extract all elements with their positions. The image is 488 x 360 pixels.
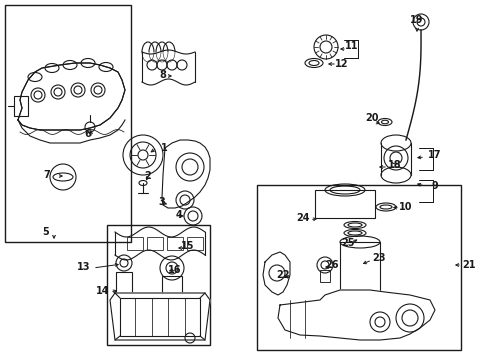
Text: 25: 25 xyxy=(341,238,354,248)
Text: 5: 5 xyxy=(42,227,49,237)
Text: 6: 6 xyxy=(84,129,91,139)
Text: 21: 21 xyxy=(461,260,475,270)
Text: 16: 16 xyxy=(168,265,182,275)
Text: 7: 7 xyxy=(43,170,50,180)
Text: 2: 2 xyxy=(144,171,151,181)
Polygon shape xyxy=(162,140,209,208)
Bar xyxy=(339,310,359,320)
Text: 14: 14 xyxy=(96,286,109,296)
Bar xyxy=(167,237,183,250)
Text: 26: 26 xyxy=(325,260,338,270)
Bar xyxy=(147,237,163,250)
Polygon shape xyxy=(18,63,125,143)
Text: 11: 11 xyxy=(345,41,358,51)
Bar xyxy=(314,190,374,218)
Text: 18: 18 xyxy=(387,160,401,170)
Polygon shape xyxy=(278,290,434,340)
Text: 23: 23 xyxy=(371,253,385,263)
Text: 17: 17 xyxy=(427,150,441,160)
Text: 3: 3 xyxy=(158,197,165,207)
Text: 9: 9 xyxy=(431,181,437,191)
Bar xyxy=(116,272,132,295)
Bar xyxy=(319,270,329,282)
Bar xyxy=(120,298,200,336)
Text: 19: 19 xyxy=(409,15,423,25)
Bar xyxy=(339,242,379,298)
Text: 22: 22 xyxy=(276,270,289,280)
Text: 1: 1 xyxy=(160,143,167,153)
Bar xyxy=(5,5,131,242)
Text: 4: 4 xyxy=(175,210,182,220)
Text: 12: 12 xyxy=(335,59,348,69)
Bar xyxy=(257,185,460,350)
Text: 8: 8 xyxy=(159,70,166,80)
Text: 15: 15 xyxy=(181,241,194,251)
Bar xyxy=(162,276,182,295)
Polygon shape xyxy=(110,293,209,340)
Text: 13: 13 xyxy=(77,262,91,272)
Text: 10: 10 xyxy=(398,202,412,212)
Bar xyxy=(127,237,142,250)
Text: 24: 24 xyxy=(296,213,309,223)
Bar xyxy=(186,237,203,250)
Text: 20: 20 xyxy=(365,113,378,123)
Bar xyxy=(107,225,209,345)
Bar xyxy=(14,96,28,116)
